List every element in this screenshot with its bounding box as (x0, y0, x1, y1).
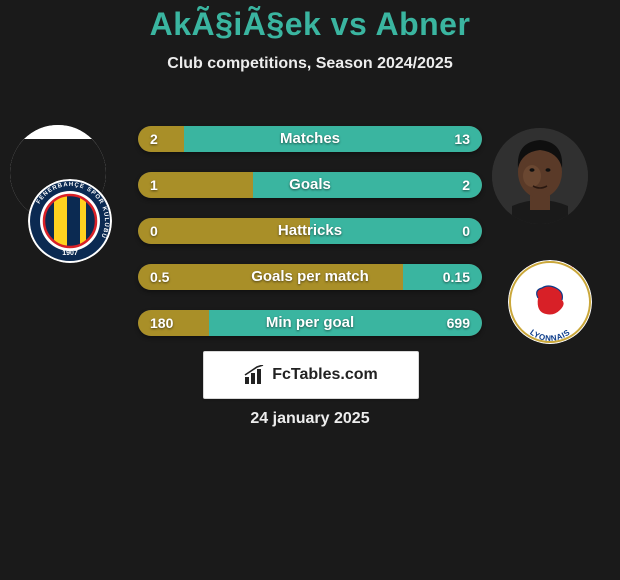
stat-label: Min per goal (138, 310, 482, 336)
brand-text: FcTables.com (272, 366, 378, 384)
club-left-badge: FENERBAHÇE SPOR KULÜBÜ 1907 (28, 179, 112, 263)
club-right-badge: OLYMPIQUE LYONNAIS (508, 260, 592, 344)
club-left-year: 1907 (62, 250, 78, 257)
comparison-card: AkÃ§iÃ§ek vs Abner Club competitions, Se… (0, 0, 620, 580)
stat-label: Matches (138, 126, 482, 152)
stat-row: 180699Min per goal (138, 310, 482, 336)
stat-label: Goals (138, 172, 482, 198)
stat-row: 00Hattricks (138, 218, 482, 244)
bar-chart-icon (244, 365, 266, 385)
player-right-portrait (492, 128, 588, 224)
page-date: 24 january 2025 (0, 410, 620, 428)
stat-label: Goals per match (138, 264, 482, 290)
stat-row: 0.50.15Goals per match (138, 264, 482, 290)
stat-row: 12Goals (138, 172, 482, 198)
page-subtitle: Club competitions, Season 2024/2025 (0, 55, 620, 73)
stat-label: Hattricks (138, 218, 482, 244)
stat-bars: 213Matches 12Goals 00Hattricks 0.50.15Goals… (138, 126, 482, 356)
stat-row: 213Matches (138, 126, 482, 152)
page-title: AkÃ§iÃ§ek vs Abner (0, 0, 620, 43)
brand-box[interactable]: FcTables.com (203, 351, 419, 399)
